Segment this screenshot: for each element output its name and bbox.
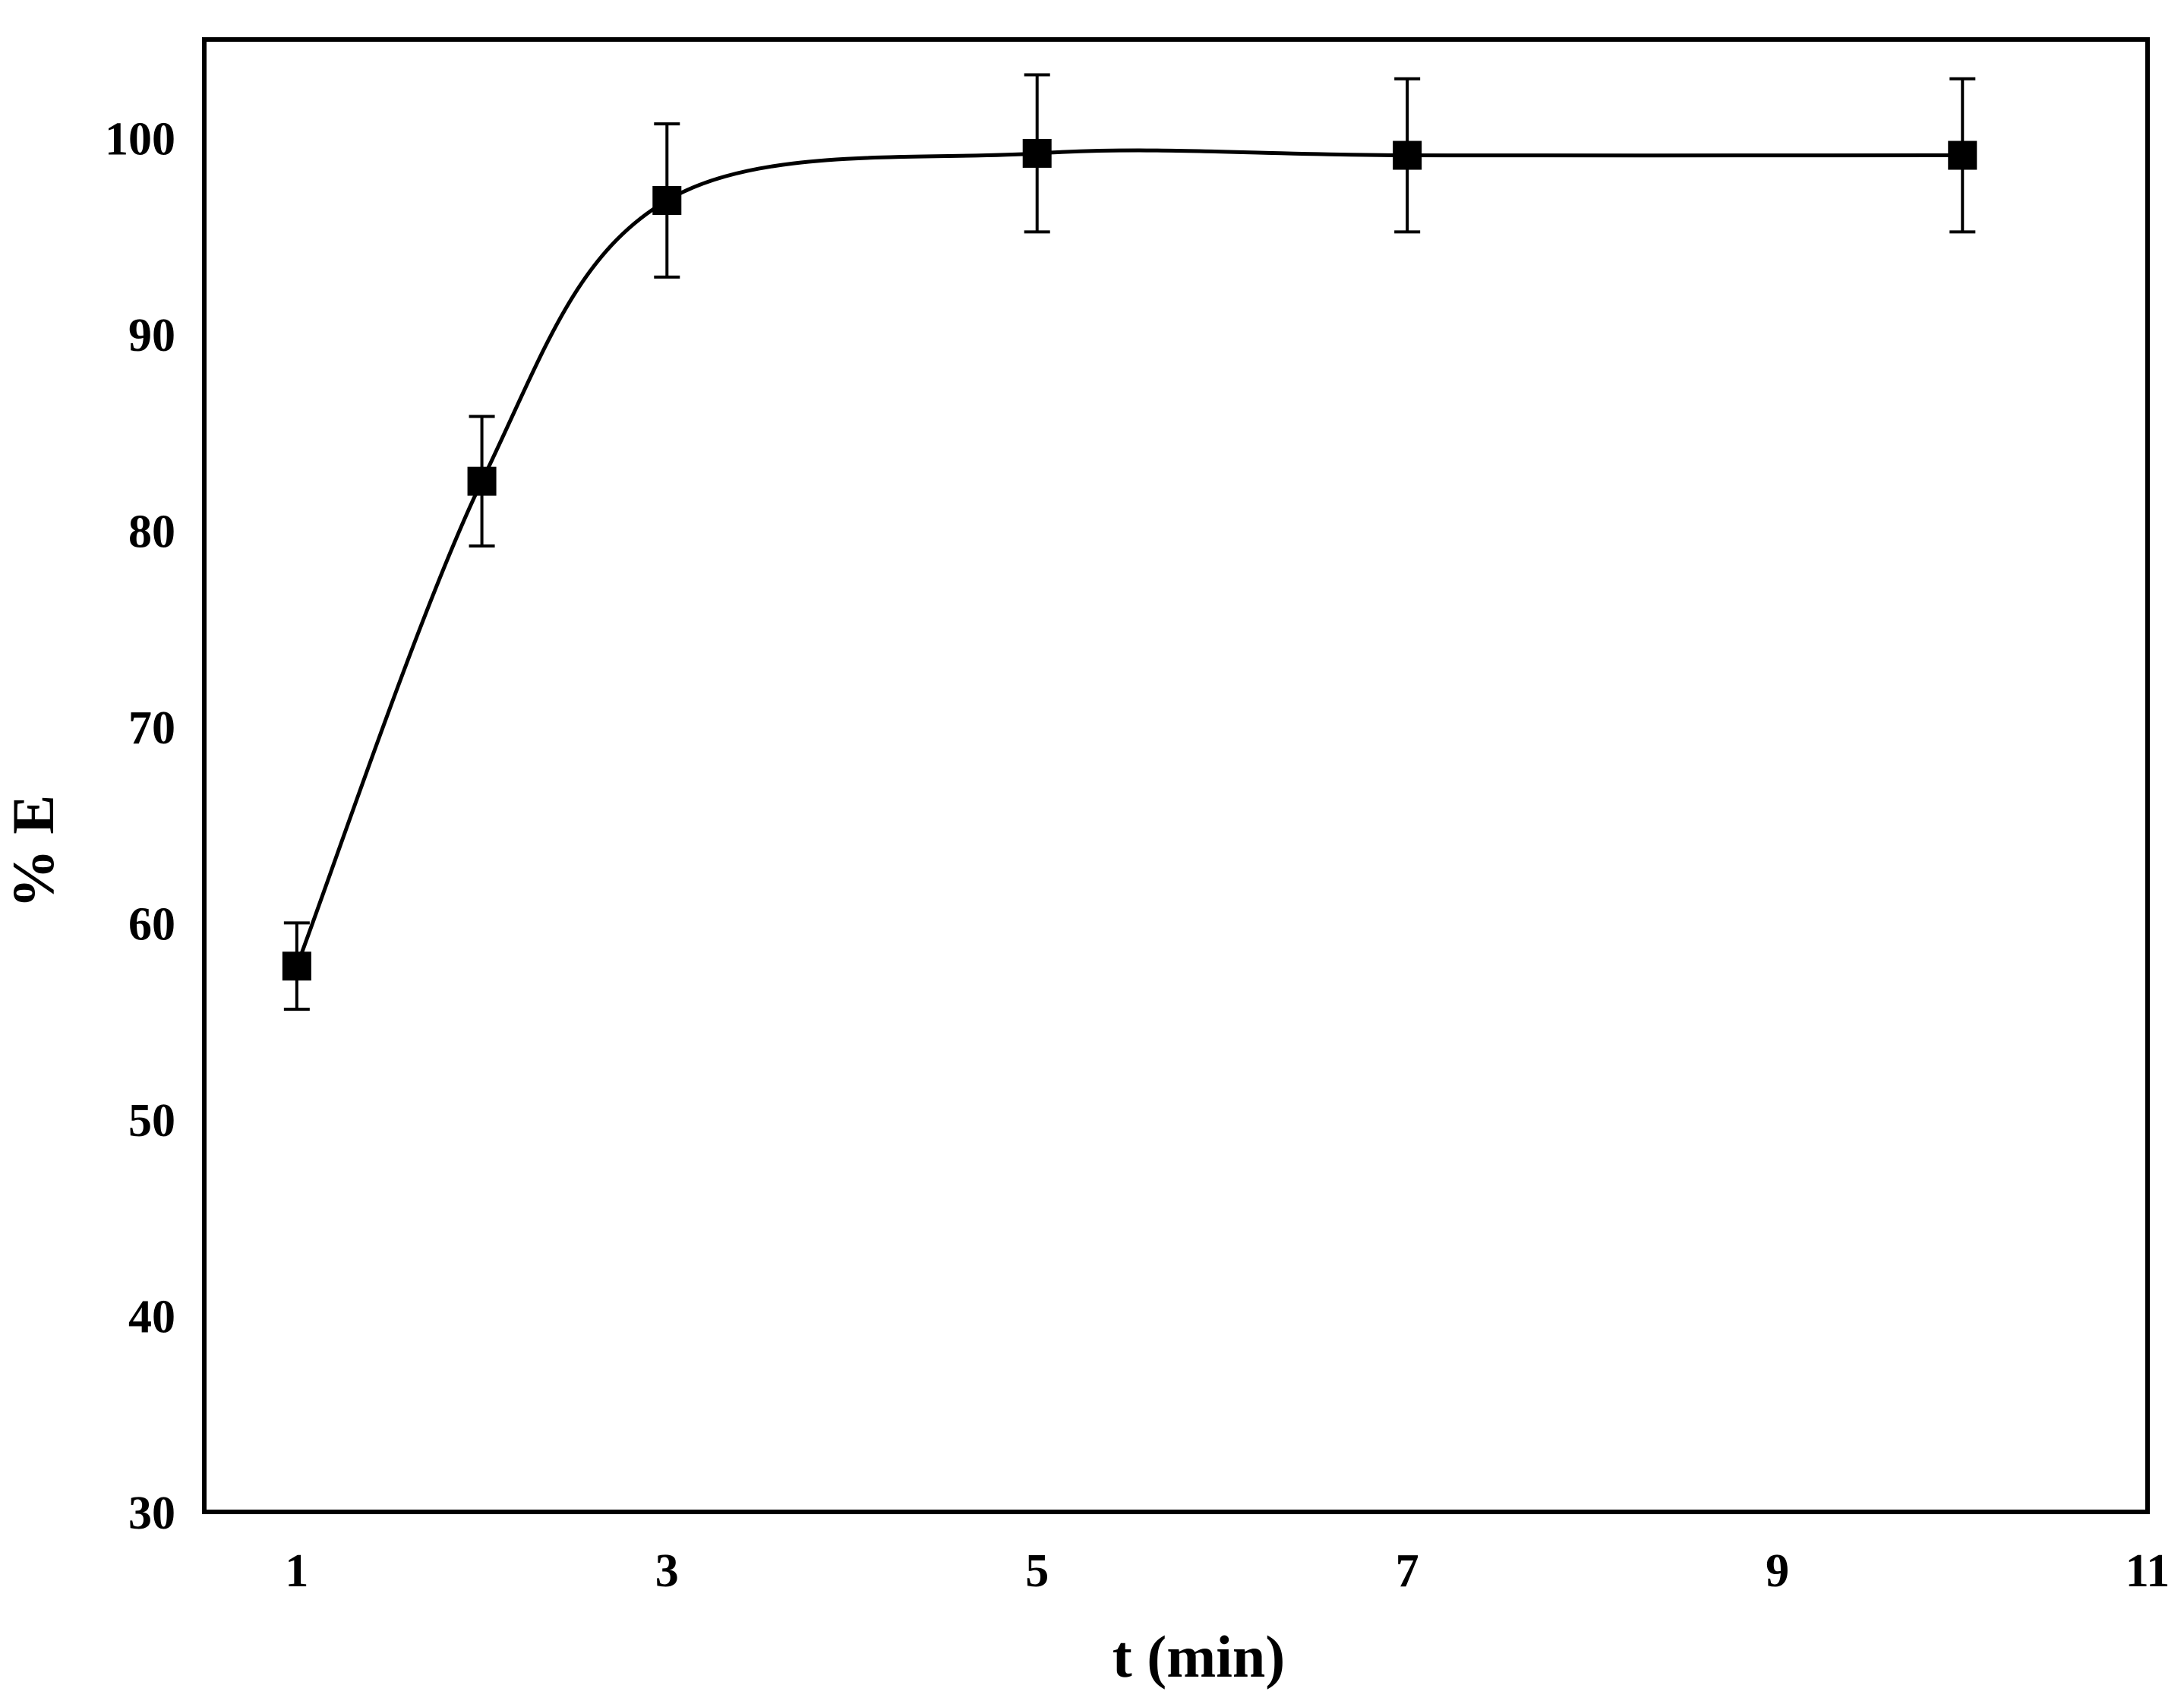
y-tick-label: 90 [128,310,175,361]
x-tick-label: 7 [1396,1545,1419,1597]
x-tick-label: 11 [2126,1545,2170,1597]
y-tick-label: 60 [128,898,175,950]
y-axis-ticks: 30 40 50 60 70 80 90 100 [105,113,175,1539]
x-axis-label: t (min) [1113,1624,1285,1690]
fit-curve-layer [295,148,1963,967]
fit-curve [295,148,1963,967]
x-tick-label: 9 [1766,1545,1789,1597]
data-point-marker [1022,138,1052,168]
y-axis-label: % E [0,795,66,909]
data-point-marker [282,951,311,981]
plot-frame [202,37,2150,1514]
x-tick-label: 3 [655,1545,679,1597]
data-point-marker [467,466,497,496]
x-tick-label: 1 [285,1545,308,1597]
y-tick-label: 80 [128,506,175,557]
y-tick-label: 30 [128,1488,175,1539]
data-point-marker [652,185,682,215]
y-tick-label: 100 [105,113,175,165]
y-tick-label: 50 [128,1095,175,1147]
data-point-marker [1393,140,1422,170]
y-tick-label: 70 [128,702,175,754]
data-point-marker [1948,140,1977,170]
data-markers-layer [282,138,1977,981]
y-tick-label: 40 [128,1291,175,1343]
x-tick-label: 5 [1025,1545,1049,1597]
x-axis-ticks: 1 3 5 7 9 11 [285,1545,2170,1597]
